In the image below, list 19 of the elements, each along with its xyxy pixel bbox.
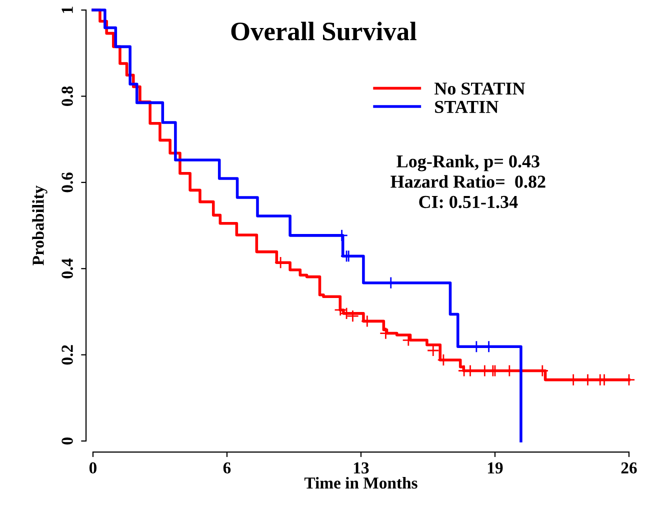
y-tick-label: 0.4 <box>62 258 73 278</box>
x-tick-label: 6 <box>223 462 231 474</box>
legend-label: STATIN <box>435 100 498 114</box>
y-tick-label: 0.6 <box>62 172 73 192</box>
y-tick-label: 0 <box>62 437 73 445</box>
x-tick-label: 19 <box>488 462 503 474</box>
annotation: Log-Rank, p= 0.43 <box>396 154 540 172</box>
x-tick-label: 13 <box>354 462 369 474</box>
y-tick-label: 1 <box>62 6 73 13</box>
x-axis-title: Time in Months <box>304 476 418 489</box>
y-tick-label: 0.2 <box>62 345 73 365</box>
annotation: CI: 0.51-1.34 <box>419 196 518 208</box>
legend-label: No STATIN <box>434 82 526 95</box>
x-tick-label: 0 <box>89 462 97 474</box>
y-axis-title: Probability <box>32 186 48 266</box>
y-tick-label: 0.8 <box>62 86 73 106</box>
x-tick-label: 26 <box>621 462 637 474</box>
annotation: Hazard Ratio= 0.82 <box>390 175 546 188</box>
chart-title: Overall Survival <box>231 22 416 40</box>
